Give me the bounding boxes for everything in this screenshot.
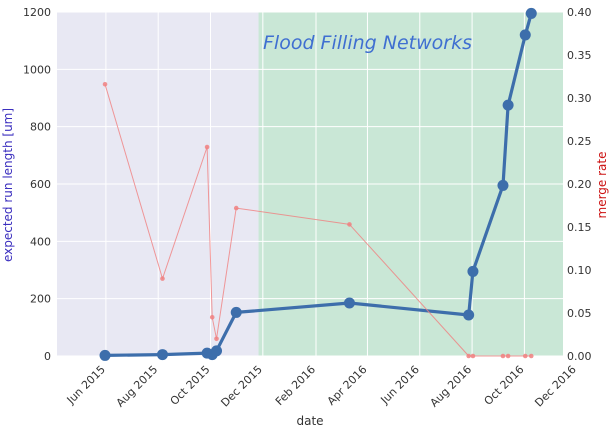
merge-rate-point <box>347 222 352 227</box>
chart-annotation: Flood Filling Networks <box>263 32 472 54</box>
run-length-point <box>156 349 168 361</box>
series-layer <box>99 7 537 361</box>
run-length-point <box>467 265 479 277</box>
y-tick-label-right: 0.35 <box>567 49 592 62</box>
y-tick-label-left: 1200 <box>23 6 51 19</box>
y-axis-label-left: expected run length [um] <box>1 108 15 262</box>
run-length-point <box>343 297 355 309</box>
y-axis-label-right: merge rate <box>595 152 609 219</box>
merge-rate-point <box>209 315 215 320</box>
run-length-point <box>525 7 537 19</box>
y-tick-label-right: 0.15 <box>567 221 592 234</box>
y-tick-label-right: 0.20 <box>567 178 592 191</box>
y-tick-label-left: 200 <box>30 293 51 306</box>
x-axis-label: date <box>296 414 323 428</box>
x-tick-label: Jun 2015 <box>64 363 108 407</box>
grid-lines <box>57 11 578 357</box>
run-length-point <box>497 179 509 191</box>
x-tick-label: Oct 2015 <box>168 363 213 408</box>
merge-rate-point <box>470 353 476 359</box>
merge-rate-point <box>160 276 165 281</box>
run-length-point <box>211 345 223 357</box>
y-tick-label-right: 0.00 <box>567 350 592 363</box>
run-length-point <box>230 306 242 318</box>
merge-rate-point <box>528 353 534 359</box>
x-tick-label: Dec 2016 <box>532 363 579 410</box>
merge-rate-point <box>522 353 528 359</box>
merge-rate-point <box>204 144 210 150</box>
run-length-point <box>463 309 475 321</box>
y-tick-label-right: 0.05 <box>567 307 592 320</box>
merge-rate-point <box>505 353 511 359</box>
x-tick-label: Oct 2016 <box>482 363 527 408</box>
x-tick-label: Feb 2016 <box>273 363 318 408</box>
x-tick-label: Dec 2015 <box>218 363 265 410</box>
x-tick-label: Jun 2016 <box>378 363 422 407</box>
y-tick-label-right: 0.25 <box>567 135 592 148</box>
y-tick-label-right: 0.30 <box>567 92 592 105</box>
y-tick-label-right: 0.40 <box>567 6 592 19</box>
y-tick-label-left: 400 <box>30 235 51 248</box>
y-tick-label-left: 0 <box>44 350 51 363</box>
merge-rate-point <box>214 336 219 342</box>
x-tick-label: Apr 2016 <box>325 363 370 408</box>
x-tick-label: Aug 2016 <box>428 363 475 410</box>
merge-rate-point <box>233 205 239 211</box>
y-tick-label-left: 800 <box>30 121 51 134</box>
y-tick-label-left: 600 <box>30 178 51 191</box>
merge-rate-point <box>466 353 471 359</box>
merge-rate-point <box>102 81 108 87</box>
run-length-point <box>519 29 531 41</box>
run-length-point <box>502 99 514 111</box>
y-tick-label-left: 1000 <box>23 63 51 76</box>
run-length-point <box>99 349 111 361</box>
x-tick-label: Aug 2015 <box>114 363 161 410</box>
merge-rate-point <box>500 353 506 359</box>
y-tick-label-right: 0.10 <box>567 264 592 277</box>
